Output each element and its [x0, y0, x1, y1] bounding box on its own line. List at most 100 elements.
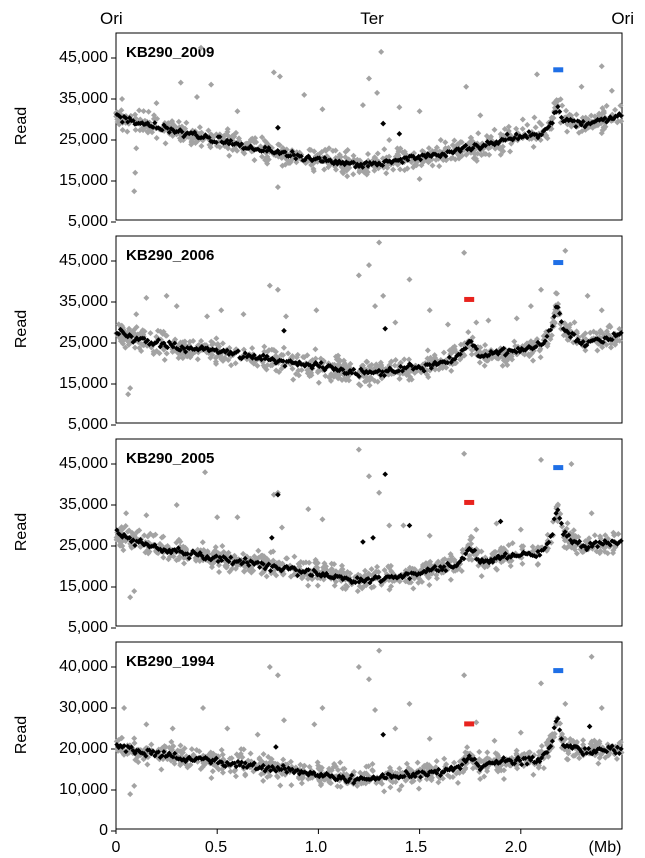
black-point: [484, 760, 490, 767]
black-point: [352, 777, 359, 783]
gray-point: [177, 339, 184, 346]
gray-point: [580, 737, 587, 744]
gray-point: [362, 567, 369, 574]
black-point: [244, 764, 250, 770]
black-point: [575, 118, 581, 124]
gray-point: [316, 764, 323, 771]
gray-point: [158, 766, 165, 773]
gray-point: [301, 762, 308, 769]
gray-point: [187, 761, 194, 768]
gray-outlier: [538, 680, 545, 687]
black-point: [121, 743, 127, 749]
black-point: [566, 117, 572, 124]
gray-point: [405, 765, 412, 772]
black-point: [602, 115, 608, 121]
black-point: [372, 776, 378, 783]
black-point: [501, 553, 507, 560]
gray-point: [237, 750, 244, 757]
gray-point: [205, 127, 212, 134]
gray-outlier: [406, 700, 413, 707]
gray-point: [148, 741, 155, 748]
black-point: [331, 161, 337, 167]
black-point: [159, 753, 165, 759]
black-point: [119, 119, 125, 125]
black-point: [549, 531, 556, 538]
gray-point: [241, 150, 248, 157]
panel-title: KB290_2005: [126, 450, 214, 467]
gray-point: [218, 747, 225, 754]
gray-point: [425, 145, 432, 152]
black-point: [266, 561, 272, 567]
black-point: [258, 356, 265, 363]
black-point: [224, 347, 230, 354]
black-point: [557, 108, 563, 115]
gray-point: [330, 763, 337, 770]
gray-point: [363, 770, 370, 777]
gray-point: [418, 162, 425, 169]
black-point: [421, 568, 427, 574]
gray-outlier: [214, 514, 221, 521]
y-tick-label: 15,000: [59, 578, 108, 595]
gray-outlier: [378, 48, 385, 55]
black-outlier: [275, 124, 281, 131]
panel-title: KB290_2009: [126, 44, 214, 61]
black-point: [186, 555, 192, 561]
black-outlier: [275, 491, 281, 498]
gray-point: [350, 152, 357, 159]
gray-point: [207, 749, 214, 756]
black-point: [609, 337, 615, 343]
gray-outlier: [254, 731, 261, 738]
gray-point: [495, 768, 502, 775]
black-point: [571, 331, 577, 338]
gray-point: [263, 366, 270, 373]
gray-point: [131, 735, 138, 742]
black-point: [307, 156, 313, 162]
gray-outlier: [208, 81, 215, 88]
black-point: [228, 137, 234, 144]
black-point: [361, 160, 368, 167]
black-point: [204, 756, 210, 762]
black-point: [276, 151, 283, 157]
black-point: [363, 159, 369, 165]
black-point: [566, 532, 572, 538]
black-point: [381, 373, 387, 379]
black-point: [320, 570, 326, 577]
black-point: [164, 125, 171, 131]
gray-outlier: [588, 510, 595, 517]
black-point: [385, 368, 391, 374]
gray-point: [448, 556, 455, 563]
black-point: [130, 339, 136, 345]
black-point: [482, 352, 489, 358]
gray-point: [321, 166, 328, 173]
black-point: [150, 748, 156, 754]
black-outlier: [370, 535, 376, 541]
black-point: [448, 359, 454, 365]
black-point: [258, 560, 265, 566]
gray-point: [336, 356, 343, 363]
black-point: [179, 344, 185, 350]
black-point: [605, 117, 612, 123]
gray-outlier: [584, 292, 591, 299]
gray-outlier: [143, 294, 150, 301]
panel-title: KB290_1994: [126, 653, 215, 670]
gray-point: [567, 321, 574, 328]
black-point: [229, 351, 236, 357]
gray-point: [456, 769, 463, 776]
gray-point: [295, 775, 302, 782]
black-point: [347, 160, 353, 167]
black-point: [179, 129, 185, 135]
black-outlier: [281, 327, 287, 334]
gray-outlier: [366, 75, 372, 82]
black-point: [394, 575, 400, 581]
gray-point: [132, 111, 139, 118]
black-point: [538, 755, 545, 761]
black-point: [267, 768, 274, 774]
gray-point: [366, 382, 373, 389]
black-point: [287, 153, 293, 159]
gray-outlier: [305, 506, 312, 513]
gray-point: [381, 788, 388, 795]
gray-point: [361, 378, 368, 385]
gray-point: [492, 750, 499, 757]
black-point: [298, 153, 304, 159]
black-point: [267, 568, 274, 574]
